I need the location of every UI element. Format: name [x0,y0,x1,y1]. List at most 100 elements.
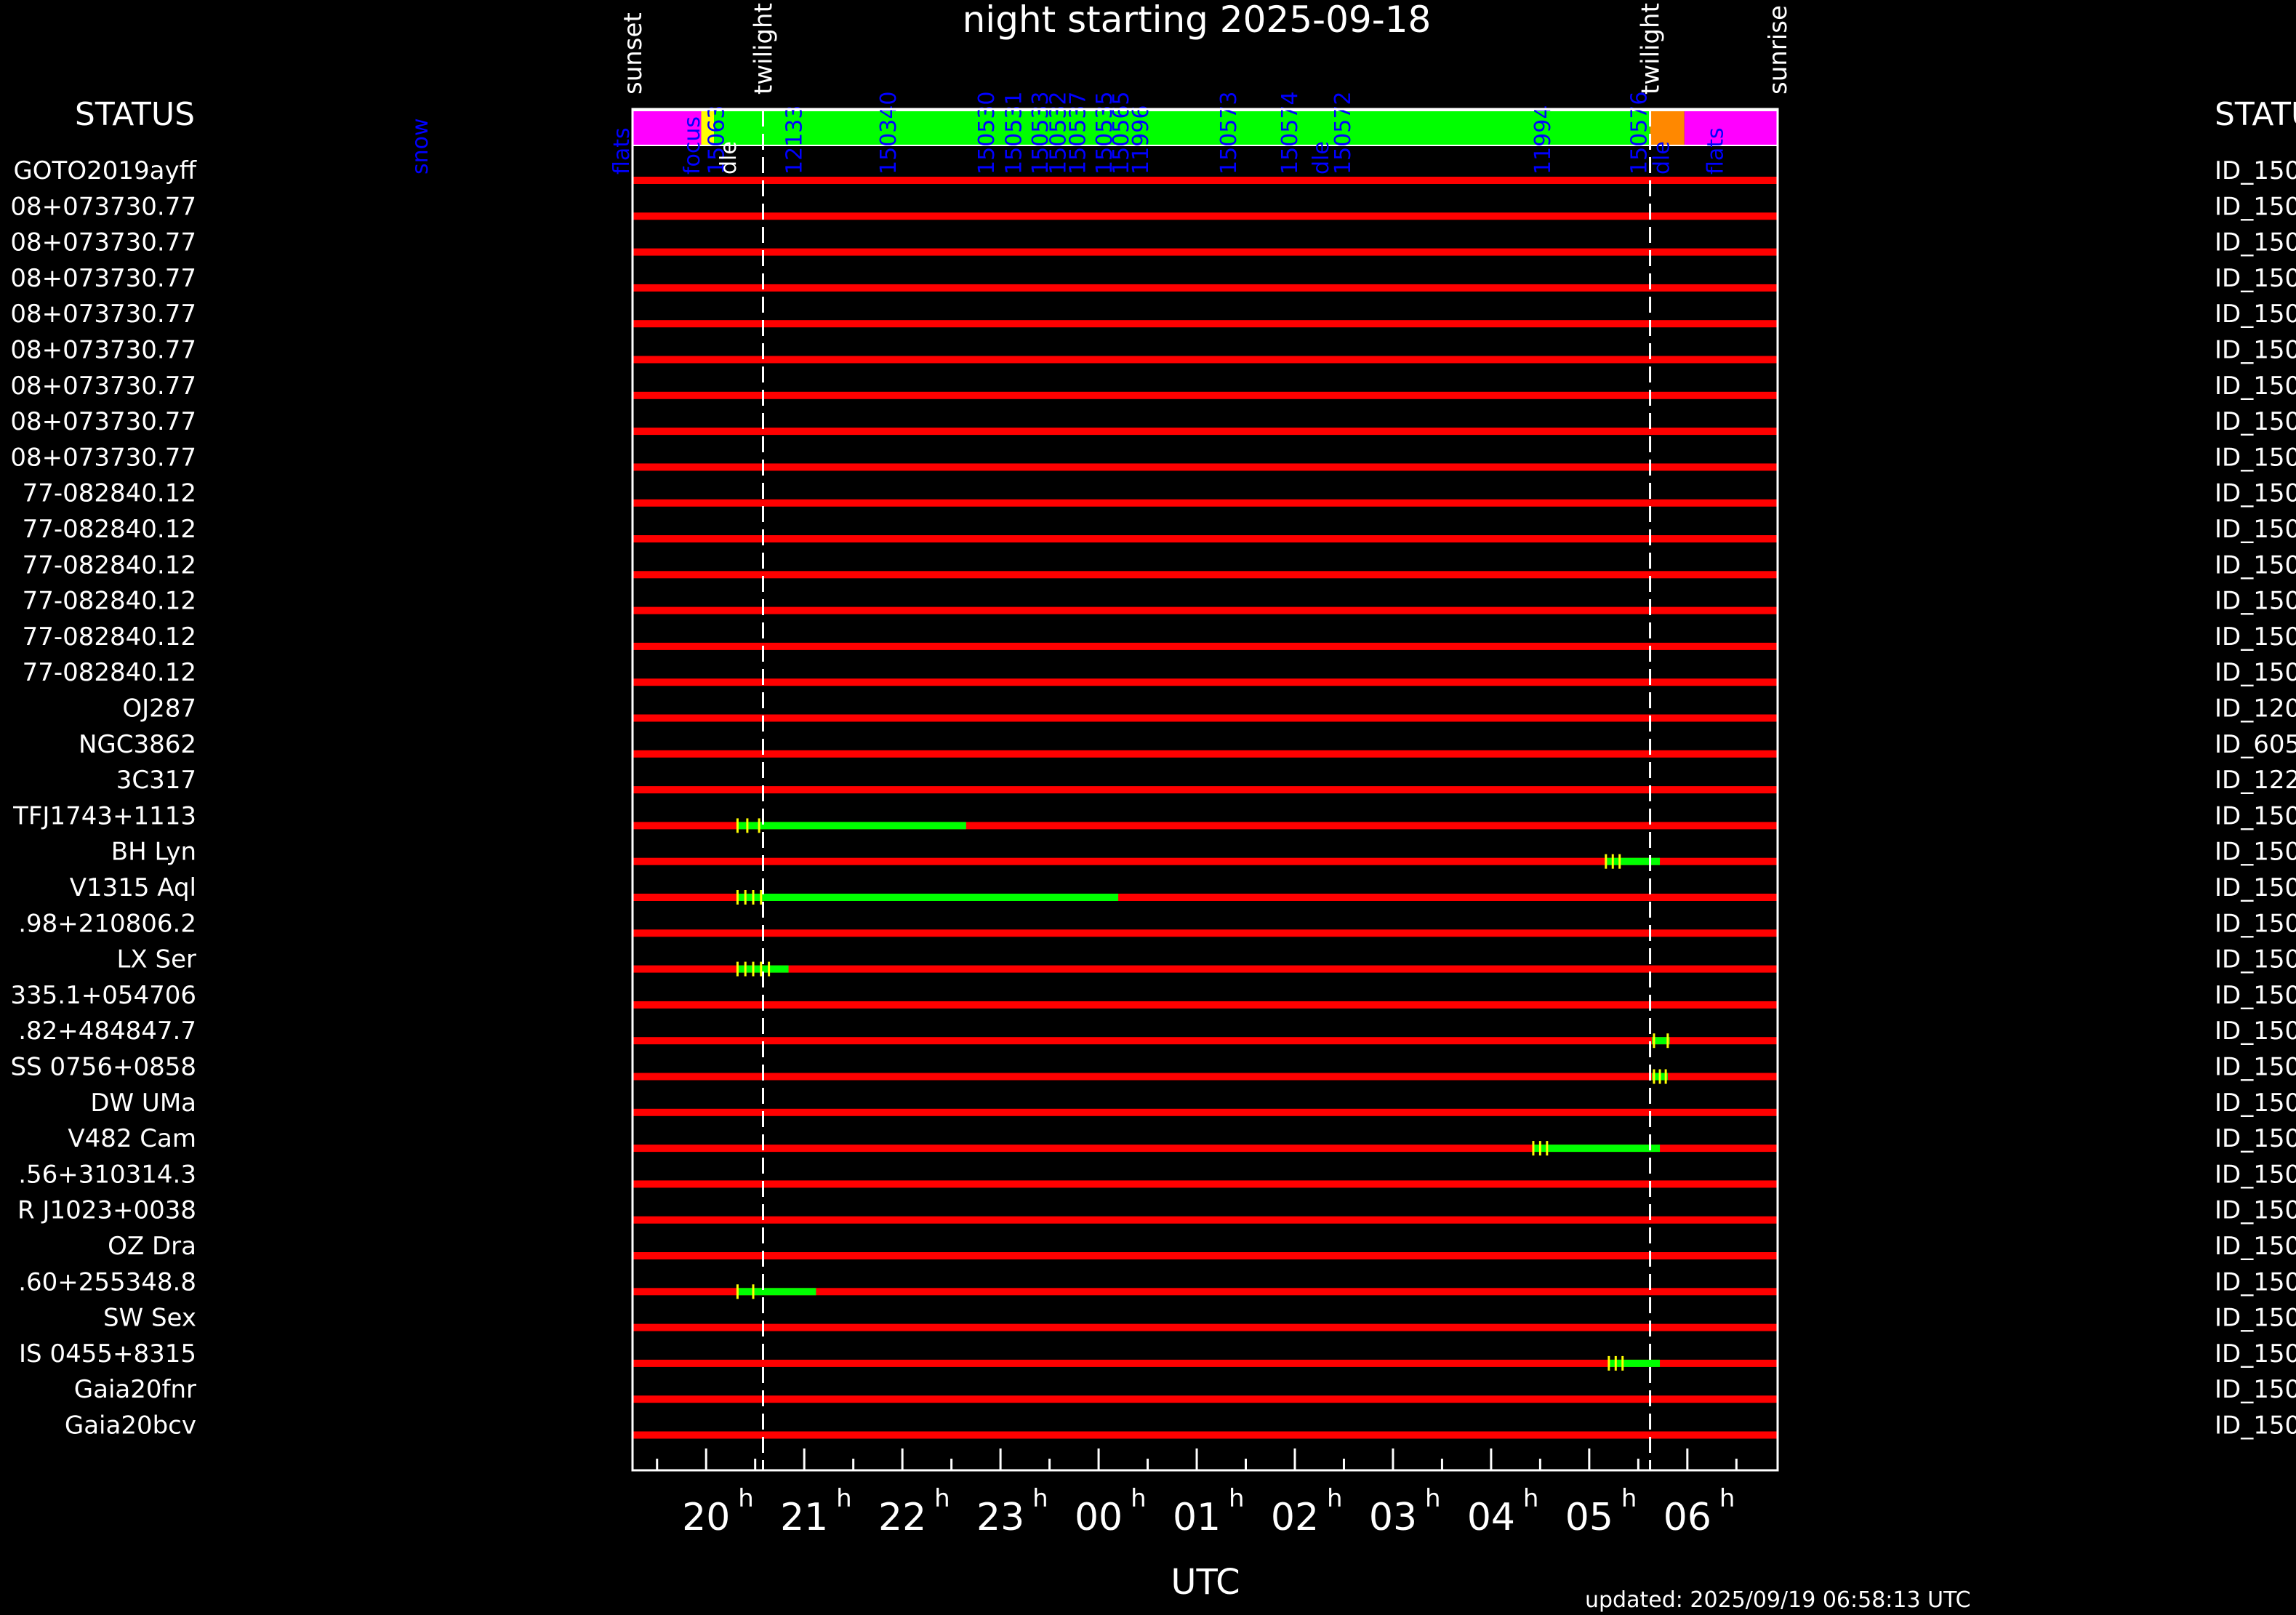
x-tick-superscript: h [934,1484,950,1513]
status-segment-orange [1650,111,1685,145]
target-row: 08+073730.77 ID_150 [10,407,2296,436]
target-row: V1315 Aql ID_150 [70,873,2296,905]
x-tick-label: 02 [1271,1496,1319,1539]
target-name: 77-082840.12 [23,479,196,508]
target-name: 77-082840.12 [23,515,196,544]
unobserved-bar [633,535,1778,542]
target-row: GOTO2019ayff ID_150 [13,156,2296,185]
x-tick-label: 05 [1565,1496,1613,1539]
observed-bar [1533,1145,1661,1153]
target-name: BH Lyn [111,838,196,867]
target-row: V482 Cam ID_150 [68,1124,2296,1156]
target-id: ID_150 [2215,515,2296,544]
x-tick-label: 20 [682,1496,730,1539]
x-tick-superscript: h [738,1484,754,1513]
target-row: 08+073730.77 ID_150 [10,192,2296,221]
target-id: ID_150 [2215,1124,2296,1153]
unobserved-bar [633,642,1778,650]
target-id: ID_150 [2215,300,2296,329]
target-row: Gaia20fnr ID_150 [74,1375,2296,1404]
target-name: Gaia20fnr [74,1375,196,1404]
observed-bar [1605,857,1661,865]
target-id: ID_150 [2215,156,2296,185]
target-name: SW Sex [103,1304,196,1333]
target-name: 77-082840.12 [23,587,196,616]
unobserved-bar [633,320,1778,328]
unobserved-bar [633,1252,1778,1259]
target-name: 08+073730.77 [10,192,196,221]
target-name: TFJ1743+1113 [12,801,196,830]
target-id: ID_150 [2215,1339,2296,1368]
target-name: NGC3862 [79,730,196,759]
status-segment-observing [714,111,1650,145]
observed-bar [1608,1359,1661,1367]
status-bar-label: 150573 [1216,91,1242,175]
target-row: .60+255348.8 ID_150 [18,1267,2296,1299]
target-name: 08+073730.77 [10,443,196,472]
target-id: ID_150 [2215,873,2296,902]
x-tick-superscript: h [1621,1484,1637,1513]
unobserved-bar [633,1180,1778,1188]
target-name: 08+073730.77 [10,336,196,365]
event-label-twilight: twilight [749,3,778,95]
target-id: ID_150 [2215,1232,2296,1261]
status-bar-label: 150531 [1002,91,1027,175]
status-bar-label: dle [716,141,742,175]
status-bar-label: 150574 [1277,91,1303,175]
unobserved-bar [633,750,1778,758]
target-name: GOTO2019ayff [13,156,197,185]
target-id: ID_120 [2215,694,2296,724]
observed-bar [737,822,966,830]
target-name: .60+255348.8 [18,1267,196,1297]
target-row: SW Sex ID_150 [103,1304,2296,1333]
target-id: ID_150 [2215,1267,2296,1297]
x-tick-label: 04 [1467,1496,1515,1539]
event-label-twilight: twilight [1637,3,1666,95]
x-tick-superscript: h [1425,1484,1441,1513]
target-name: IS 0455+8315 [19,1339,196,1368]
status-bar-label: 150340 [876,91,902,175]
plot-frame [631,108,1779,1472]
status-label-left: STATUS [75,96,195,133]
observed-bar [737,965,789,973]
status-label-right: STATUS [2215,96,2296,133]
target-name: OJ287 [122,694,196,724]
unobserved-bar [633,1395,1778,1403]
observed-bar [737,1288,816,1296]
status-bar-label: 150565 [1109,91,1134,175]
unobserved-bar [633,857,1778,865]
unobserved-bar [633,822,1778,830]
x-tick-label: 00 [1075,1496,1123,1539]
target-row: 77-082840.12 ID_150 [23,515,2296,544]
target-id: ID_122 [2215,766,2296,795]
x-tick-superscript: h [1229,1484,1245,1513]
target-row: NGC3862 ID_605 [79,730,2296,759]
status-segment-flats [633,111,702,145]
unobserved-bar [633,177,1778,184]
target-row: .56+310314.3 ID_150 [18,1160,2296,1189]
unobserved-bar [633,606,1778,614]
target-row: 335.1+054706 ID_150 [10,981,2296,1010]
x-tick-superscript: h [1523,1484,1539,1513]
unobserved-bar [633,212,1778,220]
observed-bar [1652,1037,1670,1045]
status-bar-label: flats [1703,127,1729,175]
unobserved-bar [633,678,1778,686]
target-name: 08+073730.77 [10,264,196,293]
target-row: 08+073730.77 ID_150 [10,228,2296,257]
unobserved-bar [633,1108,1778,1116]
target-row: .98+210806.2 ID_150 [18,909,2296,938]
target-row: 08+073730.77 ID_150 [10,336,2296,365]
target-row: 77-082840.12 ID_150 [23,550,2296,580]
target-row: 08+073730.77 ID_150 [10,264,2296,293]
target-row: 77-082840.12 ID_150 [23,658,2296,687]
unobserved-bar [633,284,1778,292]
event-label-sunrise: sunrise [1764,5,1793,95]
status-bar-label: dle [1309,141,1334,175]
target-id: ID_150 [2215,407,2296,436]
target-name: 77-082840.12 [23,658,196,687]
target-id: ID_150 [2215,658,2296,687]
unobserved-bar [633,391,1778,399]
